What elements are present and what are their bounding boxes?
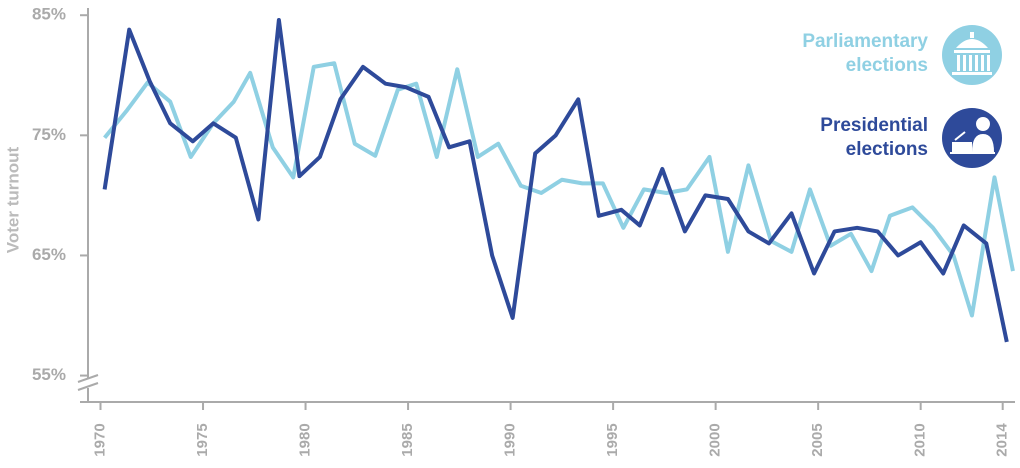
x-tick-label: 1995 bbox=[604, 423, 621, 456]
legend-label: Parliamentary elections bbox=[802, 31, 928, 76]
y-axis-label: Voter turnout bbox=[3, 146, 22, 253]
x-tick-label: 2014 bbox=[994, 423, 1011, 457]
x-tick-label: 2005 bbox=[809, 423, 826, 456]
x-tick-label: 2000 bbox=[707, 423, 724, 456]
x-tick-label: 1975 bbox=[194, 423, 211, 456]
y-tick-label: 75% bbox=[32, 125, 66, 144]
axis-break bbox=[77, 374, 99, 383]
legend-icon-president bbox=[942, 108, 1002, 168]
axis-break bbox=[77, 382, 99, 391]
axis-break-gap bbox=[80, 378, 96, 388]
x-tick-label: 1980 bbox=[297, 423, 314, 456]
series-line bbox=[103, 61, 1015, 318]
y-tick-label: 55% bbox=[32, 365, 66, 384]
series-line bbox=[102, 18, 1009, 343]
legend-icon-parliament bbox=[942, 25, 1002, 85]
y-tick-label: 85% bbox=[32, 5, 66, 24]
x-tick-label: 2010 bbox=[912, 423, 929, 456]
x-tick-label: 1970 bbox=[91, 423, 108, 456]
x-tick-label: 1990 bbox=[502, 423, 519, 456]
y-tick-label: 65% bbox=[32, 245, 66, 264]
x-tick-label: 1985 bbox=[399, 423, 416, 456]
legend-label: Presidential elections bbox=[820, 115, 928, 160]
